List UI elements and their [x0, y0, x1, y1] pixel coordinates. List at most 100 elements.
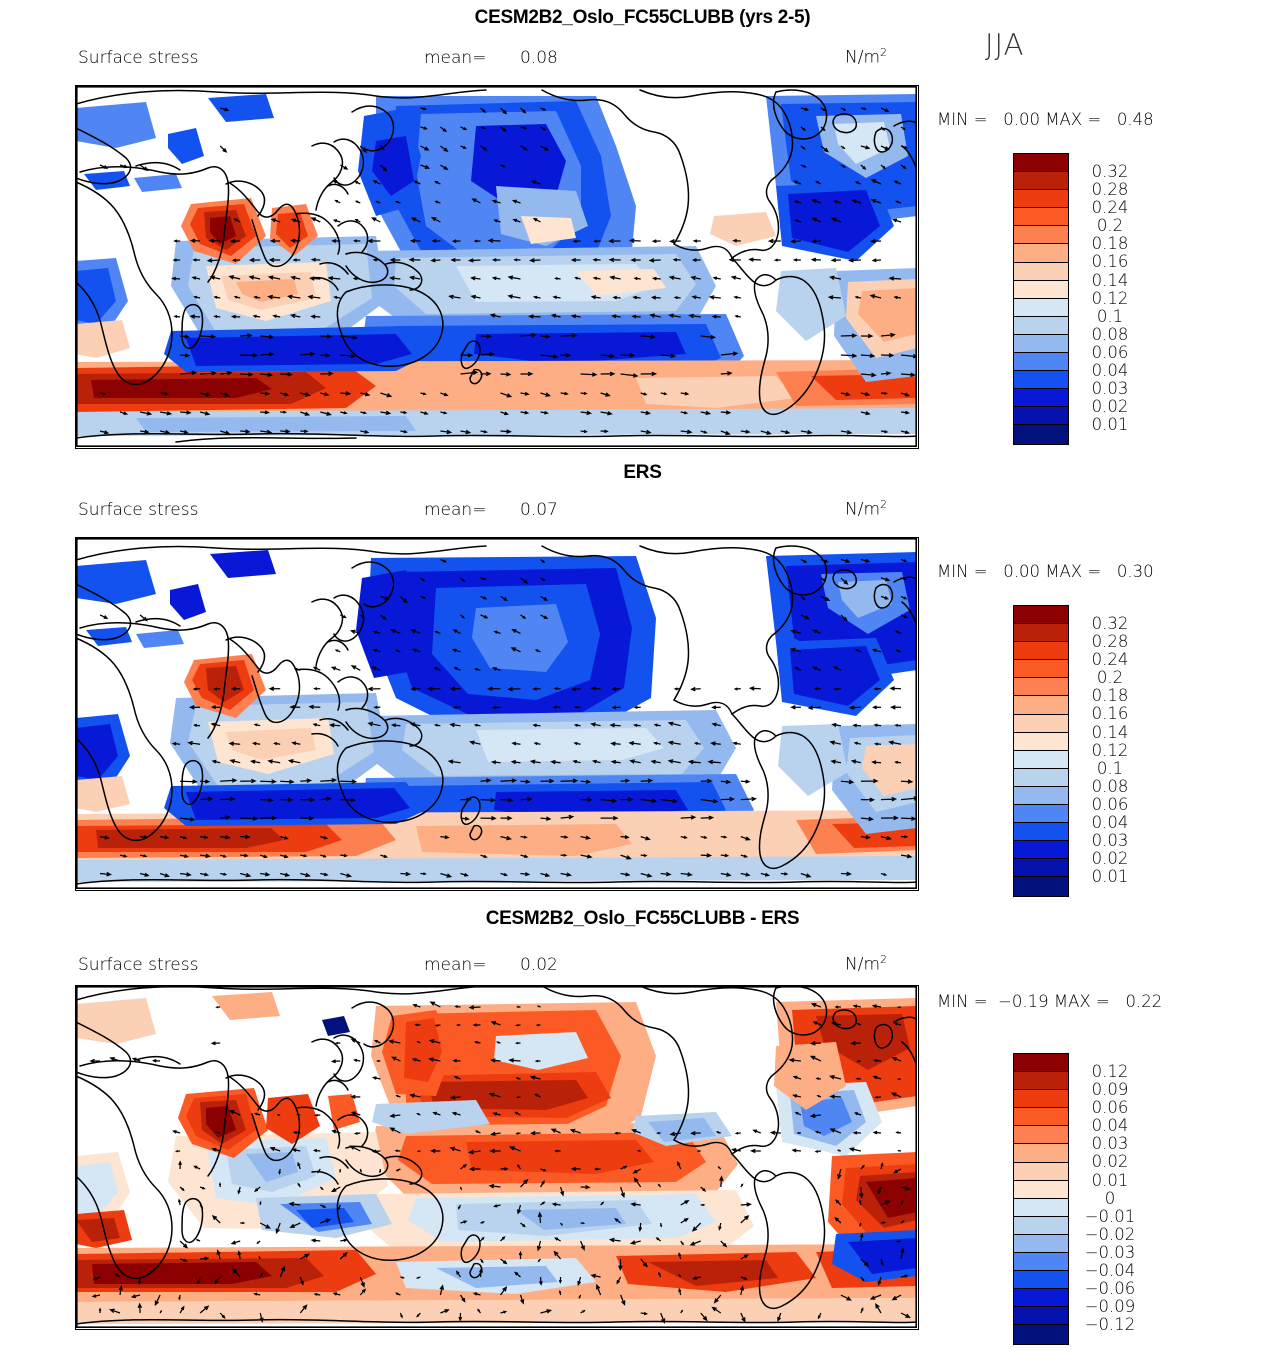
colorbar-tick-label: 0.18 — [1075, 235, 1145, 253]
units-text: N/m — [845, 955, 880, 975]
units-text: N/m — [845, 48, 880, 68]
colorbar-labels-diff: 0.12 0.09 0.06 0.04 0.03 0.02 0.01 0 −0.01 −0.02−… — [1075, 1063, 1145, 1334]
colorbar-cell — [1014, 805, 1068, 823]
wind-stress-arrow — [380, 1169, 381, 1172]
wind-stress-arrow — [899, 1150, 901, 1151]
colorbar-cell — [1014, 1072, 1068, 1090]
units-label: N/m2 — [845, 498, 887, 520]
colorbar-cell — [1014, 263, 1068, 281]
min-label: MIN = — [937, 110, 988, 129]
max-label: MAX = — [1045, 110, 1101, 129]
units-exponent: 2 — [880, 953, 887, 966]
colorbar-cell — [1014, 823, 1068, 841]
colorbar-cell — [1014, 226, 1068, 244]
map-canvas-obs[interactable] — [75, 537, 919, 891]
mean-value: 0.02 — [520, 955, 558, 975]
colorbar-cell — [1014, 335, 1068, 353]
colorbar-cell — [1014, 1144, 1068, 1162]
units-text: N/m — [845, 500, 880, 520]
minmax-line: MIN = 0.00 MAX = 0.30 — [937, 562, 1154, 581]
min-value: −0.19 — [998, 992, 1049, 1011]
colorbar-tick-label: 0.01 — [1075, 868, 1145, 886]
colorbar-cell — [1014, 787, 1068, 805]
map-svg-model — [76, 86, 917, 447]
colorbar-cell — [1014, 244, 1068, 262]
colorbar-tick-label: −0.06 — [1075, 1280, 1145, 1298]
minmax-line: MIN = −0.19 MAX = 0.22 — [937, 992, 1162, 1011]
wind-stress-arrow — [220, 1184, 221, 1187]
wind-stress-arrow — [337, 1042, 341, 1043]
colorbar-tick-label: 0.02 — [1075, 1153, 1145, 1171]
colorbar-cell — [1014, 751, 1068, 769]
map-svg-obs — [76, 538, 917, 889]
colorbar-diff[interactable] — [1013, 1053, 1069, 1345]
wind-stress-arrow — [259, 1257, 260, 1259]
min-value: 0.00 — [1003, 110, 1040, 129]
units-exponent: 2 — [880, 498, 887, 511]
colorbar-tick-label: 0.12 — [1075, 1063, 1145, 1081]
wind-stress-arrow — [240, 1222, 244, 1223]
wind-stress-arrow — [860, 1223, 861, 1226]
colorbar-labels-model: 0.32 0.28 0.24 0.2 0.18 0.16 0.14 0.12 0.1 0.08 0.… — [1075, 163, 1145, 434]
map-canvas-model[interactable] — [75, 85, 919, 449]
colorbar-cell — [1014, 1163, 1068, 1181]
colorbar-cell — [1014, 389, 1068, 407]
colorbar-cell — [1014, 1126, 1068, 1144]
colorbar-cell — [1014, 1289, 1068, 1307]
wind-stress-arrow — [217, 1007, 220, 1008]
wind-stress-arrow — [639, 1151, 641, 1152]
colorbar-obs[interactable] — [1013, 605, 1069, 897]
colorbar-tick-label: 0.02 — [1075, 398, 1145, 416]
wind-stress-arrow — [899, 1007, 901, 1008]
colorbar-tick-label: −0.09 — [1075, 1298, 1145, 1316]
colorbar-tick-label: 0.16 — [1075, 705, 1145, 723]
wind-stress-arrow — [701, 1204, 704, 1205]
colorbar-tick-label: 0.1 — [1075, 760, 1145, 778]
colorbar-cell — [1014, 1253, 1068, 1271]
wind-stress-arrow — [418, 1151, 420, 1152]
colorbar-tick-label: 0 — [1075, 1190, 1145, 1208]
colorbar-tick-label: 0.08 — [1075, 778, 1145, 796]
colorbar-model[interactable] — [1013, 153, 1069, 445]
colorbar-cell — [1014, 317, 1068, 335]
wind-stress-arrow — [798, 1133, 801, 1134]
colorbar-cell — [1014, 1108, 1068, 1126]
wind-stress-arrow — [899, 1079, 902, 1080]
colorbar-tick-label: 0.12 — [1075, 742, 1145, 760]
colorbar-tick-label: 0.03 — [1075, 1135, 1145, 1153]
colorbar-cell — [1014, 172, 1068, 190]
colorbar-tick-label: 0.08 — [1075, 326, 1145, 344]
wind-stress-arrow — [518, 1006, 521, 1007]
colorbar-cell — [1014, 208, 1068, 226]
colorbar-tick-label: 0.24 — [1075, 651, 1145, 669]
map-canvas-diff[interactable] — [75, 985, 919, 1330]
colorbar-cell — [1014, 1307, 1068, 1325]
colorbar-cell — [1014, 1235, 1068, 1253]
colorbar-tick-label: 0.14 — [1075, 272, 1145, 290]
colorbar-tick-label: −0.02 — [1075, 1226, 1145, 1244]
colorbar-tick-label: −0.03 — [1075, 1244, 1145, 1262]
colorbar-tick-label: 0.2 — [1075, 669, 1145, 687]
wind-stress-arrow — [518, 1097, 521, 1098]
units-label: N/m2 — [845, 953, 887, 975]
colorbar-cell — [1014, 733, 1068, 751]
colorbar-labels-obs: 0.32 0.28 0.24 0.2 0.18 0.16 0.14 0.12 0.1 0.08 0.… — [1075, 615, 1145, 886]
colorbar-tick-label: 0.28 — [1075, 181, 1145, 199]
wind-stress-arrow — [378, 1061, 381, 1062]
map-svg-diff — [76, 986, 917, 1328]
colorbar-tick-label: −0.01 — [1075, 1208, 1145, 1226]
variable-label: Surface stress — [78, 955, 198, 975]
wind-stress-arrow — [99, 1309, 101, 1313]
min-label: MIN = — [937, 992, 988, 1011]
season-label: JJA — [985, 28, 1024, 62]
colorbar-cell — [1014, 769, 1068, 787]
wind-stress-arrow — [581, 1223, 584, 1224]
colorbar-cell — [1014, 642, 1068, 660]
colorbar-cell — [1014, 425, 1068, 443]
colorbar-cell — [1014, 281, 1068, 299]
wind-stress-arrow — [538, 1006, 540, 1007]
units-exponent: 2 — [880, 46, 887, 59]
wind-stress-arrow — [260, 1202, 261, 1205]
colorbar-cell — [1014, 696, 1068, 714]
colorbar-cell — [1014, 407, 1068, 425]
